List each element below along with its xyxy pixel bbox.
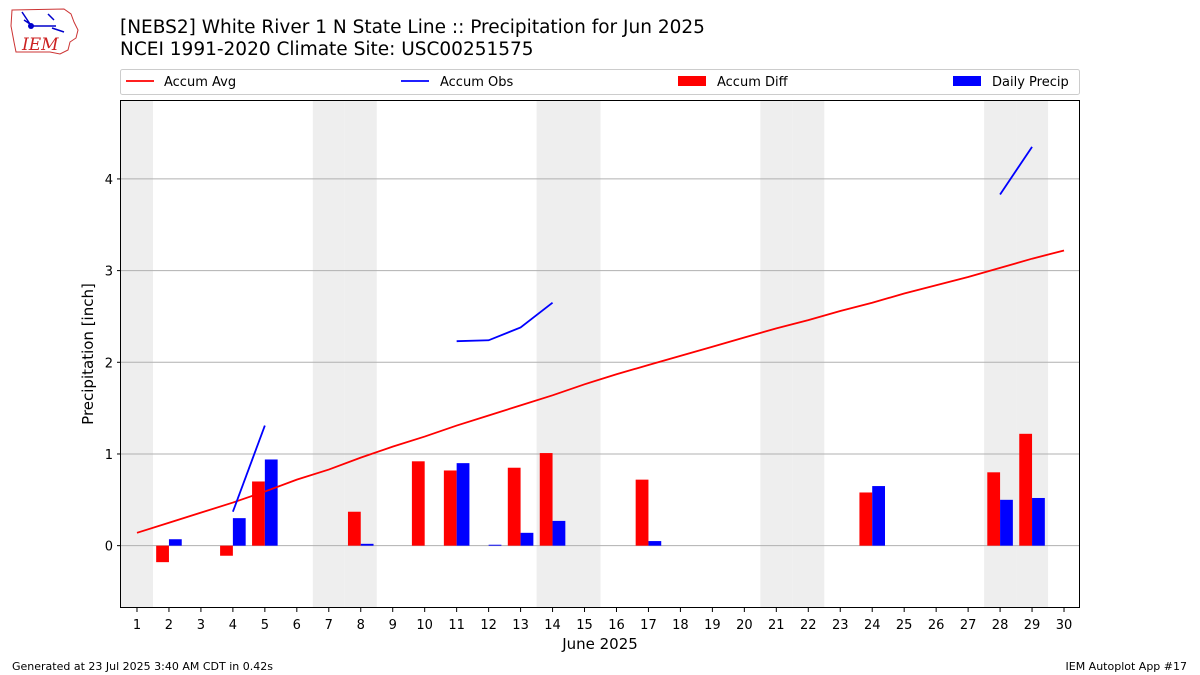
legend-label-accum-obs: Accum Obs	[440, 75, 513, 90]
daily-precip-bar-29	[1032, 497, 1045, 546]
plot-frame	[120, 100, 1080, 608]
weekend-band-15	[568, 101, 601, 608]
bars	[156, 433, 1045, 563]
daily-precip-bar-17	[648, 541, 662, 546]
x-tick-label-22: 22	[800, 618, 817, 633]
x-tick-label-26: 26	[928, 618, 945, 633]
x-tick-label-20: 20	[736, 618, 753, 633]
weekend-shading	[121, 101, 1049, 608]
series-lines	[136, 146, 1065, 534]
x-tick-label-10: 10	[416, 618, 433, 633]
x-tick-label-24: 24	[864, 618, 881, 633]
y-axis-label: Precipitation [inch]	[79, 283, 97, 425]
weekend-band-22	[792, 101, 825, 608]
x-tick-label-28: 28	[992, 618, 1009, 633]
daily-precip-bar-4	[232, 518, 246, 546]
daily-precip-bar-5	[264, 459, 278, 546]
y-tick-label-2: 2	[105, 356, 113, 371]
legend-swatch-daily-precip	[953, 76, 981, 86]
legend-swatch-accum-diff	[678, 76, 706, 86]
legend-label-accum-diff: Accum Diff	[717, 75, 789, 90]
x-tick-label-14: 14	[544, 618, 561, 633]
footer-generated: Generated at 23 Jul 2025 3:40 AM CDT in …	[12, 660, 273, 673]
x-tick-label-11: 11	[448, 618, 465, 633]
daily-precip-bar-13	[520, 532, 534, 546]
chart-title: [NEBS2] White River 1 N State Line :: Pr…	[120, 17, 705, 38]
y-tick-label-4: 4	[105, 173, 113, 188]
y-tick-label-1: 1	[105, 448, 113, 463]
x-tick-label-16: 16	[608, 618, 625, 633]
x-tick-label-15: 15	[576, 618, 593, 633]
legend-label-accum-avg: Accum Avg	[164, 75, 236, 90]
daily-precip-bar-8	[360, 543, 374, 546]
chart-subtitle: NCEI 1991-2020 Climate Site: USC00251575	[120, 39, 534, 60]
daily-precip-bar-24	[872, 486, 886, 546]
x-tick-label-25: 25	[896, 618, 913, 633]
accum-diff-bar-11	[443, 470, 457, 546]
x-tick-label-5: 5	[261, 618, 269, 633]
accum-diff-bar-4	[220, 545, 233, 556]
x-tick-label-1: 1	[133, 618, 141, 633]
accum-diff-bar-28	[987, 472, 1001, 546]
accum-obs-line-3	[999, 146, 1033, 196]
x-tick-label-27: 27	[960, 618, 977, 633]
weekend-band-1	[121, 101, 153, 608]
iem-logo: IEM	[8, 6, 82, 62]
accum-obs-line-2	[456, 301, 554, 343]
x-tick-label-9: 9	[389, 618, 397, 633]
x-tick-label-12: 12	[480, 618, 497, 633]
y-tick-label-3: 3	[105, 265, 113, 280]
x-tick-label-7: 7	[325, 618, 333, 633]
x-tick-label-19: 19	[704, 618, 721, 633]
x-tick-label-18: 18	[672, 618, 689, 633]
accum-diff-bar-13	[507, 467, 521, 546]
accum-diff-bar-29	[1019, 433, 1033, 546]
x-tick-label-21: 21	[768, 618, 785, 633]
accum-diff-bar-5	[252, 481, 265, 546]
daily-precip-bar-11	[456, 463, 470, 546]
weekend-band-21	[760, 101, 793, 608]
x-axis-label: June 2025	[561, 635, 638, 653]
accum-diff-bar-24	[859, 492, 873, 546]
accum-diff-bar-14	[539, 453, 553, 546]
x-tick-label-6: 6	[293, 618, 301, 633]
x-tick-label-8: 8	[357, 618, 365, 633]
x-ticks: 1 2 3 4 5 6 7 8 9 10 11 12 13 14 15 16 17 18 19 20 21 22 23 24 2…	[133, 608, 1072, 633]
accum-diff-bar-2	[156, 545, 169, 563]
weekend-band-7	[312, 101, 345, 608]
legend: Accum Avg Accum Obs Accum Diff Daily Pre…	[120, 69, 1080, 95]
daily-precip-bar-28	[1000, 499, 1013, 546]
y-tick-label-0: 0	[105, 540, 113, 555]
x-tick-label-29: 29	[1024, 618, 1041, 633]
legend-label-daily-precip: Daily Precip	[992, 75, 1069, 90]
daily-precip-bar-2	[168, 539, 182, 546]
y-ticks: 0 1 2 3 4	[105, 173, 121, 555]
x-tick-label-4: 4	[229, 618, 237, 633]
logo-text: IEM	[21, 35, 59, 55]
accum-diff-bar-8	[347, 511, 361, 546]
x-tick-label-23: 23	[832, 618, 849, 633]
x-tick-label-3: 3	[197, 618, 205, 633]
x-tick-label-2: 2	[165, 618, 173, 633]
x-tick-label-13: 13	[512, 618, 529, 633]
gridlines	[121, 178, 1080, 547]
daily-precip-bar-14	[552, 520, 566, 546]
accum-diff-bar-17	[635, 479, 649, 546]
daily-precip-bar-12	[488, 544, 502, 546]
x-tick-label-17: 17	[640, 618, 657, 633]
legend-frame	[120, 69, 1080, 95]
accum-diff-bar-10	[411, 461, 425, 546]
footer-app: IEM Autoplot App #17	[1065, 660, 1188, 673]
accum-obs-line-1	[232, 425, 266, 513]
accum-avg-line	[136, 249, 1065, 534]
x-tick-label-30: 30	[1056, 618, 1073, 633]
